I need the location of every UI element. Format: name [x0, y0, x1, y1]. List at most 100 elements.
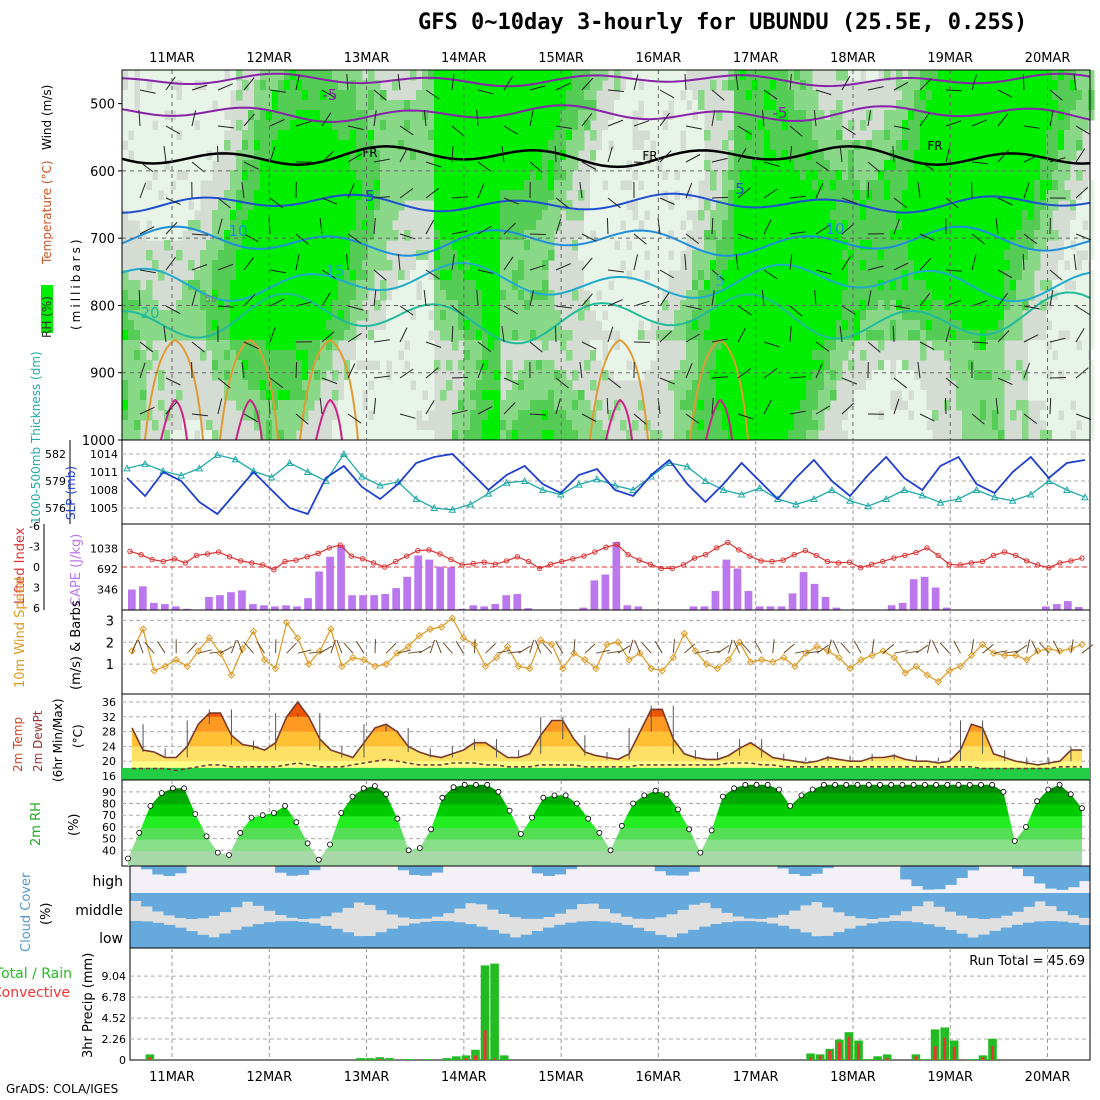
rh-shade-cell	[380, 410, 387, 421]
rh-shade-cell	[278, 430, 285, 441]
rh-shade-cell	[776, 220, 783, 231]
rh-shade-cell	[434, 240, 441, 251]
rh-shade-cell	[602, 280, 609, 291]
rh-shade-cell	[926, 120, 933, 131]
rh-shade-cell	[962, 380, 969, 391]
rh-shade-cell	[902, 130, 909, 141]
rh-shade-cell	[176, 120, 183, 131]
rh-shade-cell	[1040, 360, 1047, 371]
rh-shade-cell	[308, 140, 315, 151]
rh-shade-cell	[362, 110, 369, 121]
rh-shade-cell	[260, 240, 267, 251]
rh-shade-cell	[194, 270, 201, 281]
rh-shade-cell	[836, 150, 843, 161]
rh-shade-cell	[446, 230, 453, 241]
rh-shade-cell	[512, 290, 519, 301]
rh-shade-cell	[170, 140, 177, 151]
rh-shade-cell	[290, 410, 297, 421]
rh-shade-cell	[746, 250, 753, 261]
rh-shade-cell	[248, 350, 255, 361]
rh-shade-cell	[1058, 190, 1065, 201]
rh-shade-cell	[338, 160, 345, 171]
rh-shade-cell	[620, 110, 627, 121]
rh-shade-cell	[188, 310, 195, 321]
rh-shade-cell	[416, 180, 423, 191]
rh-shade-cell	[608, 410, 615, 421]
rh-shade-cell	[542, 240, 549, 251]
rh-shade-cell	[1034, 250, 1041, 261]
rh-shade-cell	[374, 430, 381, 441]
rh-shade-cell	[326, 310, 333, 321]
rh-shade-cell	[356, 130, 363, 141]
rh-shade-cell	[782, 380, 789, 391]
rh-shade-cell	[824, 120, 831, 131]
rh-shade-cell	[146, 200, 153, 211]
rh-shade-cell	[464, 330, 471, 341]
rh-shade-cell	[464, 260, 471, 271]
rh-shade-cell	[950, 140, 957, 151]
rh-shade-cell	[596, 250, 603, 261]
rh-shade-cell	[662, 150, 669, 161]
rh-shade-cell	[860, 430, 867, 441]
rh-shade-cell	[272, 110, 279, 121]
rh-shade-cell	[452, 190, 459, 201]
rh-shade-cell	[536, 70, 543, 81]
rh-shade-cell	[452, 210, 459, 221]
date-label-bottom: 14MAR	[441, 1070, 487, 1085]
rh-shade-cell	[824, 220, 831, 231]
rh-shade-cell	[878, 130, 885, 141]
rh-shade-cell	[626, 250, 633, 261]
rh-shade-cell	[806, 100, 813, 111]
rh-shade-cell	[878, 260, 885, 271]
rh-shade-cell	[842, 350, 849, 361]
rh-shade-cell	[1004, 320, 1011, 331]
rh-shade-cell	[416, 360, 423, 371]
rh-shade-cell	[272, 180, 279, 191]
rh-shade-cell	[944, 330, 951, 341]
rh-shade-cell	[740, 270, 747, 281]
rh-shade-cell	[278, 90, 285, 101]
rh-shade-cell	[842, 310, 849, 321]
rh-shade-cell	[1010, 320, 1017, 331]
rh-shade-cell	[344, 410, 351, 421]
rh-shade-cell	[572, 70, 579, 81]
rh-shade-cell	[908, 70, 915, 81]
rh-shade-cell	[962, 370, 969, 381]
rh-shade-cell	[320, 320, 327, 331]
rh-shade-cell	[140, 80, 147, 91]
rh-shade-cell	[326, 270, 333, 281]
rh-shade-cell	[560, 420, 567, 431]
rh-shade-cell	[632, 420, 639, 431]
rh-shade-cell	[596, 230, 603, 241]
rh-shade-cell	[422, 330, 429, 341]
rh-shade-cell	[1010, 180, 1017, 191]
rh-shade-cell	[266, 70, 273, 81]
rh-shade-cell	[482, 220, 489, 231]
rh-shade-cell	[1058, 420, 1065, 431]
rh-shade-cell	[998, 230, 1005, 241]
rh-shade-cell	[206, 100, 213, 111]
rh-shade-cell	[668, 220, 675, 231]
rh-shade-cell	[446, 130, 453, 141]
rh-shade-cell	[344, 380, 351, 391]
rh-shade-cell	[758, 290, 765, 301]
rh-shade-cell	[920, 160, 927, 171]
rh-shade-cell	[308, 280, 315, 291]
rh-shade-cell	[524, 290, 531, 301]
rh-shade-cell	[386, 430, 393, 441]
rh-shade-cell	[554, 370, 561, 381]
rh-shade-cell	[728, 150, 735, 161]
rh-shade-cell	[578, 400, 585, 411]
rh-shade-cell	[392, 80, 399, 91]
date-label-top: 11MAR	[149, 51, 195, 66]
rh-shade-cell	[212, 310, 219, 321]
rh-shade-cell	[1058, 140, 1065, 151]
rh-shade-cell	[620, 130, 627, 141]
rh-shade-cell	[1070, 380, 1077, 391]
rh-shade-cell	[656, 70, 663, 81]
rh-shade-cell	[314, 220, 321, 231]
rh-shade-cell	[728, 360, 735, 371]
rh-shade-cell	[974, 320, 981, 331]
rh-shade-cell	[764, 340, 771, 351]
